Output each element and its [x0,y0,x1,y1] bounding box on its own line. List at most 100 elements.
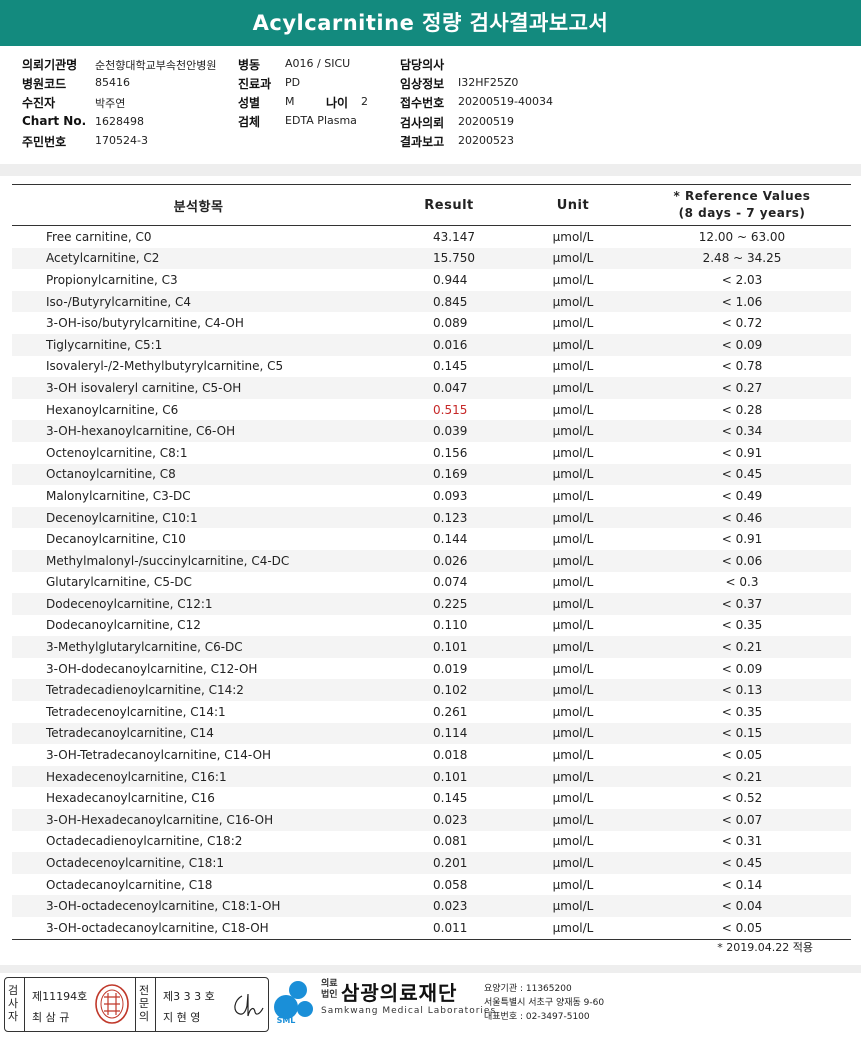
dept-label: 진료과 [238,77,272,91]
analyte-name: Hexadecenoylcarnitine, C16:1 [12,765,385,788]
analyte-name: 3-OH-octadecenoylcarnitine, C18:1-OH [12,895,385,917]
reference-value: < 0.37 [633,593,851,615]
results-section: 분석항목 Result Unit * Reference Values (8 d… [0,176,861,965]
unit-value: μmol/L [513,247,633,270]
result-value: 0.058 [433,877,468,892]
reference-value: < 0.07 [633,809,851,831]
corp-address: 서울특별시 서초구 양재동 9-60 [484,998,605,1008]
header-result: Result [385,184,513,226]
footer-divider [0,965,861,973]
analyte-name: Octadecanoylcarnitine, C18 [46,877,213,892]
unit-value: μmol/L [552,704,594,719]
table-row: Dodecanoylcarnitine, C12 0.110 μmol/L < 0.3… [12,615,851,637]
unit-value: μmol/L [513,377,633,399]
result-value: 0.156 [433,445,468,460]
reference-value: < 0.45 [633,463,851,486]
result-value: 0.114 [385,722,513,745]
signature-box: 검사자 제11194호 최 삼 규 전문의 제3 3 3 호 지 현 영 [4,977,269,1032]
corp-prefix: 의료법인 [321,979,341,1001]
reference-value: < 2.03 [721,272,763,287]
header-reference-line2: (8 days - 7 years) [678,206,806,220]
table-row: Decenoylcarnitine, C10:1 0.123 μmol/L < 0.4… [12,506,851,529]
reference-value: < 0.15 [633,722,851,745]
section-divider [0,164,861,176]
table-row: 3-OH-Hexadecanoylcarnitine, C16-OH 0.023 μ… [12,809,851,831]
reference-value: < 0.31 [721,834,763,849]
corp-name: 삼광의료재단 [341,981,458,1005]
clinical-label: 임상정보 [400,77,445,91]
result-value: 0.089 [433,316,468,331]
age-value: 2 [361,95,368,108]
header-reference: * Reference Values (8 days - 7 years) [633,184,851,226]
hospital-code-value: 85416 [95,76,130,89]
table-row: Hexadecanoylcarnitine, C16 0.145 μmol/L < 0… [12,787,851,809]
analyte-name: Octadecadienoylcarnitine, C18:2 [46,834,243,849]
result-value: 0.145 [433,791,468,806]
result-value: 0.016 [385,333,513,356]
result-value: 0.169 [385,463,513,486]
analyte-name: Hexanoylcarnitine, C6 [46,402,179,417]
ward-label: 병동 [238,58,261,72]
table-row: Octenoylcarnitine, C8:1 0.156 μmol/L < 0.91 [12,442,851,464]
analyte-name: Octenoylcarnitine, C8:1 [46,445,188,460]
sex-value: M [285,95,295,108]
divider [155,978,156,1031]
unit-value: μmol/L [513,895,633,917]
analyte-name: 3-OH-Tetradecanoylcarnitine, C14-OH [46,748,272,763]
table-row: 3-Methylglutarylcarnitine, C6-DC 0.101 μmo… [12,636,851,658]
request-label: 검사의뢰 [400,116,445,130]
unit-value: μmol/L [513,917,633,940]
reference-value: < 0.34 [633,420,851,442]
analyte-name: Decanoylcarnitine, C10 [46,532,186,547]
analyte-name: 3-OH-hexanoylcarnitine, C6-OH [12,420,385,442]
analyte-name: 3-OH-iso/butyrylcarnitine, C4-OH [46,316,244,331]
unit-value: μmol/L [552,445,594,460]
patient-label: 수진자 [22,96,56,110]
result-value: 0.201 [385,852,513,874]
divider [135,978,136,1031]
result-value: 0.047 [385,377,513,399]
reference-value: < 0.09 [633,333,851,356]
institution-value: 순천향대학교부속천안병원 [95,59,217,72]
reference-value: < 0.91 [721,532,763,547]
unit-value: μmol/L [513,852,633,874]
table-row: Tetradecanoylcarnitine, C14 0.114 μmol/L < … [12,722,851,745]
result-value: 0.101 [385,765,513,788]
result-value: 0.225 [385,593,513,615]
unit-value: μmol/L [552,402,594,417]
reference-value: < 0.78 [721,359,763,374]
result-value: 0.039 [385,420,513,442]
divider [24,978,25,1031]
table-header-row: 분석항목 Result Unit * Reference Values (8 d… [12,184,851,226]
results-table: 분석항목 Result Unit * Reference Values (8 d… [12,184,851,940]
analyte-name: 3-OH-Hexadecanoylcarnitine, C16-OH [12,809,385,831]
unit-value: μmol/L [552,532,594,547]
tester-label-text: 검사자 [7,984,19,1023]
hospital-code-label: 병원코드 [22,77,67,91]
footer: 검사자 제11194호 최 삼 규 전문의 제3 3 3 호 지 현 영 SML… [0,973,861,1040]
unit-value: μmol/L [513,636,633,658]
chart-no-value: 1628498 [95,115,144,128]
unit-value: μmol/L [552,316,594,331]
unit-value: μmol/L [513,549,633,572]
analyte-name: Decenoylcarnitine, C10:1 [12,506,385,529]
corp-phone: 대표번호 : 02-3497-5100 [484,1012,590,1022]
table-row: Dodecenoylcarnitine, C12:1 0.225 μmol/L < 0… [12,593,851,615]
specimen-label: 검체 [238,115,261,129]
result-value: 0.074 [433,575,468,590]
table-row: Octadecanoylcarnitine, C18 0.058 μmol/L < 0… [12,874,851,896]
reference-value: < 0.3 [725,575,759,590]
reference-value: < 0.72 [721,316,763,331]
result-value: 0.845 [385,290,513,313]
analyte-name: Octadecenoylcarnitine, C18:1 [12,852,385,874]
table-row: Propionylcarnitine, C3 0.944 μmol/L < 2.03 [12,269,851,291]
analyte-name: Isovaleryl-/2-Methylbutyrylcarnitine, C5 [46,359,284,374]
table-row: Tetradecenoylcarnitine, C14:1 0.261 μmol/L… [12,701,851,723]
analyte-name: Glutarylcarnitine, C5-DC [46,575,192,590]
header-unit: Unit [513,184,633,226]
reference-note: * 2019.04.22 적용 [717,941,813,954]
unit-value: μmol/L [552,488,594,503]
unit-value: μmol/L [552,877,594,892]
analyte-name: Free carnitine, C0 [46,229,152,244]
result-value: 0.081 [433,834,468,849]
